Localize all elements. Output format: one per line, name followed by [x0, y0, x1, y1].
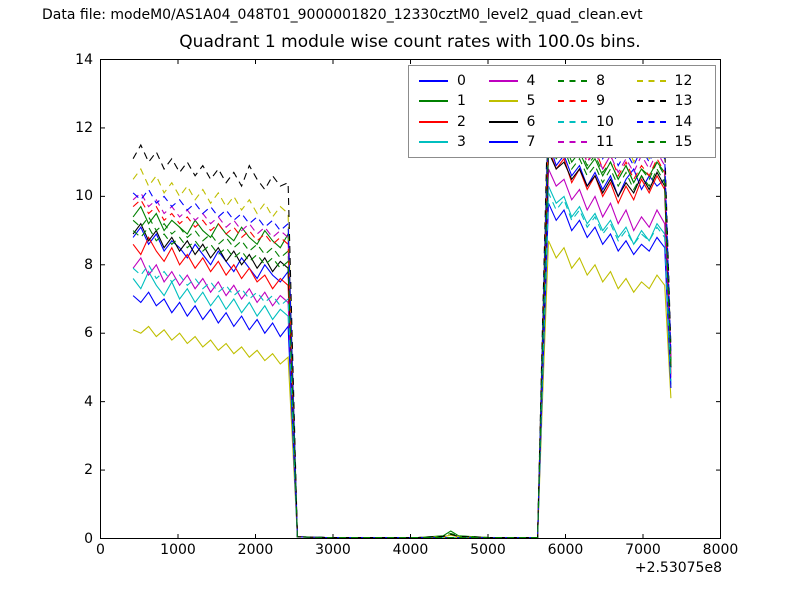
- series-line-4: [132, 168, 672, 539]
- legend-line-sample: [636, 140, 666, 143]
- legend-entry-14: 14: [636, 112, 705, 132]
- legend-entry-4: 4: [488, 71, 549, 91]
- series-line-10: [132, 192, 672, 539]
- x-tick-label: 4000: [392, 542, 429, 558]
- legend-line-sample: [558, 120, 588, 123]
- legend-entry-11: 11: [558, 132, 626, 152]
- series-line-15: [132, 141, 672, 539]
- series-line-0: [132, 141, 672, 539]
- series-line-1: [132, 131, 672, 539]
- legend-label: 9: [596, 93, 606, 110]
- y-tick-label: 14: [75, 51, 93, 68]
- legend-entry-3: 3: [419, 132, 479, 152]
- legend-label: 5: [526, 93, 536, 110]
- x-tick-label: 1000: [160, 542, 196, 558]
- legend-line-sample: [558, 140, 588, 143]
- legend-label: 6: [526, 113, 536, 130]
- legend-line-sample: [488, 100, 518, 103]
- legend-entry-10: 10: [558, 112, 626, 132]
- legend-label: 2: [457, 113, 466, 130]
- datafile-label: Data file: modeM0/AS1A04_048T01_90000018…: [42, 7, 643, 23]
- legend-label: 11: [596, 133, 614, 150]
- legend-line-sample: [488, 80, 518, 83]
- x-tick-label: 3000: [315, 542, 351, 558]
- legend-label: 14: [674, 113, 693, 130]
- x-tick-label: 2000: [237, 542, 274, 558]
- series-line-11: [132, 127, 672, 539]
- legend-line-sample: [419, 100, 448, 103]
- legend-label: 12: [674, 73, 693, 90]
- y-tick-label: 8: [84, 256, 93, 273]
- plot-title: Quadrant 1 module wise count rates with …: [179, 32, 641, 52]
- legend-entry-9: 9: [558, 91, 626, 111]
- legend-entry-6: 6: [488, 112, 549, 132]
- y-tick-label: 10: [75, 188, 93, 205]
- y-tick-label: 12: [75, 119, 93, 136]
- legend-line-sample: [558, 80, 588, 83]
- legend-line-sample: [636, 80, 666, 83]
- legend-label: 4: [526, 73, 536, 90]
- x-tick-label: 0: [96, 542, 105, 558]
- y-tick-label: 4: [84, 393, 93, 410]
- legend: 0 1 2 3 4 5 6 7 8 9 10 11 12 13 14 15: [408, 65, 716, 158]
- legend-line-sample: [419, 80, 448, 83]
- series-line-8: [132, 131, 672, 539]
- legend-line-sample: [636, 100, 666, 103]
- legend-label: 10: [596, 113, 614, 130]
- y-tick-label: 6: [84, 325, 93, 342]
- legend-line-sample: [636, 120, 666, 123]
- legend-line-sample: [488, 120, 518, 123]
- x-axis-offset-label: +2.53075e8: [634, 560, 722, 576]
- legend-entry-15: 15: [636, 132, 705, 152]
- series-line-12: [132, 96, 672, 539]
- legend-line-sample: [419, 120, 448, 123]
- legend-entry-2: 2: [419, 112, 479, 132]
- legend-entry-7: 7: [488, 132, 549, 152]
- x-tick-label: 6000: [547, 542, 584, 558]
- legend-label: 0: [457, 73, 466, 90]
- legend-label: 7: [526, 133, 536, 150]
- y-tick-label: 2: [84, 462, 93, 479]
- series-line-9: [132, 124, 672, 539]
- legend-entry-8: 8: [558, 71, 626, 91]
- legend-label: 3: [457, 133, 466, 150]
- x-tick-label: 5000: [470, 542, 506, 558]
- y-tick-label: 0: [84, 530, 93, 547]
- legend-line-sample: [419, 140, 448, 143]
- legend-label: 1: [457, 93, 466, 110]
- legend-label: 8: [596, 73, 606, 90]
- x-tick-label: 8000: [702, 542, 739, 558]
- legend-line-sample: [488, 140, 518, 143]
- legend-entry-0: 0: [419, 71, 479, 91]
- legend-entry-1: 1: [419, 91, 479, 111]
- legend-label: 13: [674, 93, 693, 110]
- legend-entry-5: 5: [488, 91, 549, 111]
- series-line-2: [132, 148, 672, 539]
- legend-label: 15: [674, 133, 693, 150]
- legend-line-sample: [558, 100, 588, 103]
- legend-entry-13: 13: [636, 91, 705, 111]
- legend-entry-12: 12: [636, 71, 705, 91]
- x-tick-label: 7000: [625, 542, 661, 558]
